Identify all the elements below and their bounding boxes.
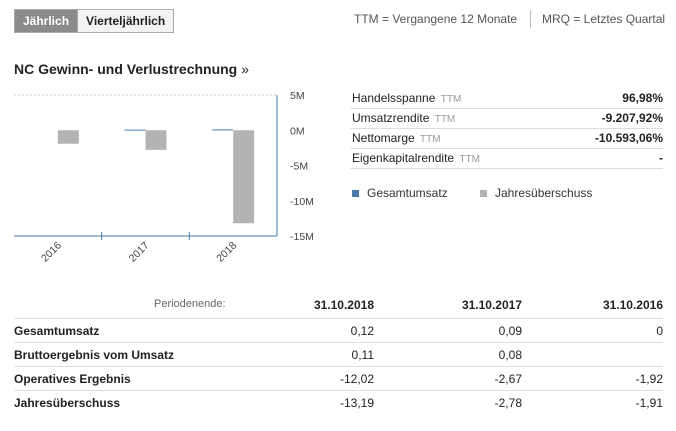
metric-row: Handelsspanne TTM 96,98% [350,88,663,109]
table-cell: -12,02 [339,372,374,386]
table-row: Gesamtumsatz 0,12 0,09 0 [14,318,663,342]
metric-name: Eigenkapitalrendite [352,151,455,165]
table-cell: -2,78 [494,396,522,410]
section-title[interactable]: NC Gewinn- und Verlustrechnung» [14,61,249,77]
metric-name: Umsatzrendite [352,111,430,125]
row-label: Gesamtumsatz [14,324,100,338]
metric-label: Eigenkapitalrendite TTM [352,151,480,165]
period-label: Periodenende: [154,298,226,310]
y-tick-label: -15M [290,231,314,243]
row-label: Operatives Ergebnis [14,372,131,386]
metric-name: Nettomarge [352,131,415,145]
chevron-right-icon: » [241,61,250,77]
metric-value: -10.593,06% [594,131,663,145]
annual-button[interactable]: Jährlich [15,10,78,32]
metric-value: -9.207,92% [601,111,663,125]
row-label: Bruttoergebnis vom Umsatz [14,348,175,362]
metric-tag: TTM [434,114,456,125]
column-header: 31.10.2017 [461,298,522,312]
table-cell: 0,12 [350,324,374,338]
section-title-text[interactable]: NC Gewinn- und Verlustrechnung [14,61,238,77]
metric-label: Umsatzrendite TTM [352,111,455,125]
x-tick-label: 2018 [214,240,239,265]
table-row: Jahresüberschuss -13,19 -2,78 -1,91 [14,390,663,414]
ttm-legend: TTM = Vergangene 12 Monate [354,12,518,26]
y-tick-label: 0M [290,125,305,137]
metric-value: 96,98% [622,91,663,105]
table-cell: -1,91 [635,396,663,410]
metric-label: Nettomarge TTM [352,131,441,145]
quarterly-button[interactable]: Vierteljährlich [77,10,174,32]
table-cell: -1,92 [635,372,663,386]
table-cell: 0 [656,324,663,338]
divider [530,10,531,28]
income-chart: 5M 0M -5M -10M -15M 2016 2017 2018 [14,90,314,265]
metric-tag: TTM [420,134,441,145]
legend-revenue-swatch [352,189,359,197]
period-toggle: Jährlich Vierteljährlich [14,9,175,33]
column-header: 31.10.2016 [602,298,663,312]
legend-net-income-swatch [480,189,487,197]
mrq-legend: MRQ = Letztes Quartal [542,12,666,26]
y-tick-label: -5M [290,161,308,173]
revenue-bar [124,129,146,131]
metric-row: Nettomarge TTM -10.593,06% [350,128,663,149]
metric-row: Umsatzrendite TTM -9.207,92% [350,108,663,129]
legend-net-income-label: Jahresüberschuss [495,186,593,200]
legend-revenue: Gesamtumsatz [352,186,448,200]
table-cell: 0,08 [498,348,522,362]
table-row: Bruttoergebnis vom Umsatz 0,11 0,08 [14,342,663,366]
net-income-bar [57,130,79,144]
metric-tag: TTM [440,94,462,105]
y-tick-label: -10M [290,196,314,208]
table-cell: 0,09 [498,324,522,338]
metric-row: Eigenkapitalrendite TTM - [350,148,663,169]
metric-value: - [659,151,663,165]
row-label: Jahresüberschuss [14,396,121,410]
net-income-bar [145,130,167,150]
metric-tag: TTM [459,154,480,165]
table-cell: 0,11 [351,348,374,362]
net-income-bar [233,130,255,224]
legend-net-income: Jahresüberschuss [480,186,592,200]
metric-name: Handelsspanne [352,91,436,105]
metric-label: Handelsspanne TTM [352,91,461,105]
table-cell: -2,67 [494,372,522,386]
table-row: Operatives Ergebnis -12,02 -2,67 -1,92 [14,366,663,390]
x-tick-label: 2016 [39,240,64,265]
revenue-bar [212,129,234,131]
table-cell: -13,19 [339,396,374,410]
x-tick-label: 2017 [127,240,152,265]
column-header: 31.10.2018 [313,298,374,312]
legend-revenue-label: Gesamtumsatz [367,186,448,200]
y-tick-label: 5M [290,90,305,102]
